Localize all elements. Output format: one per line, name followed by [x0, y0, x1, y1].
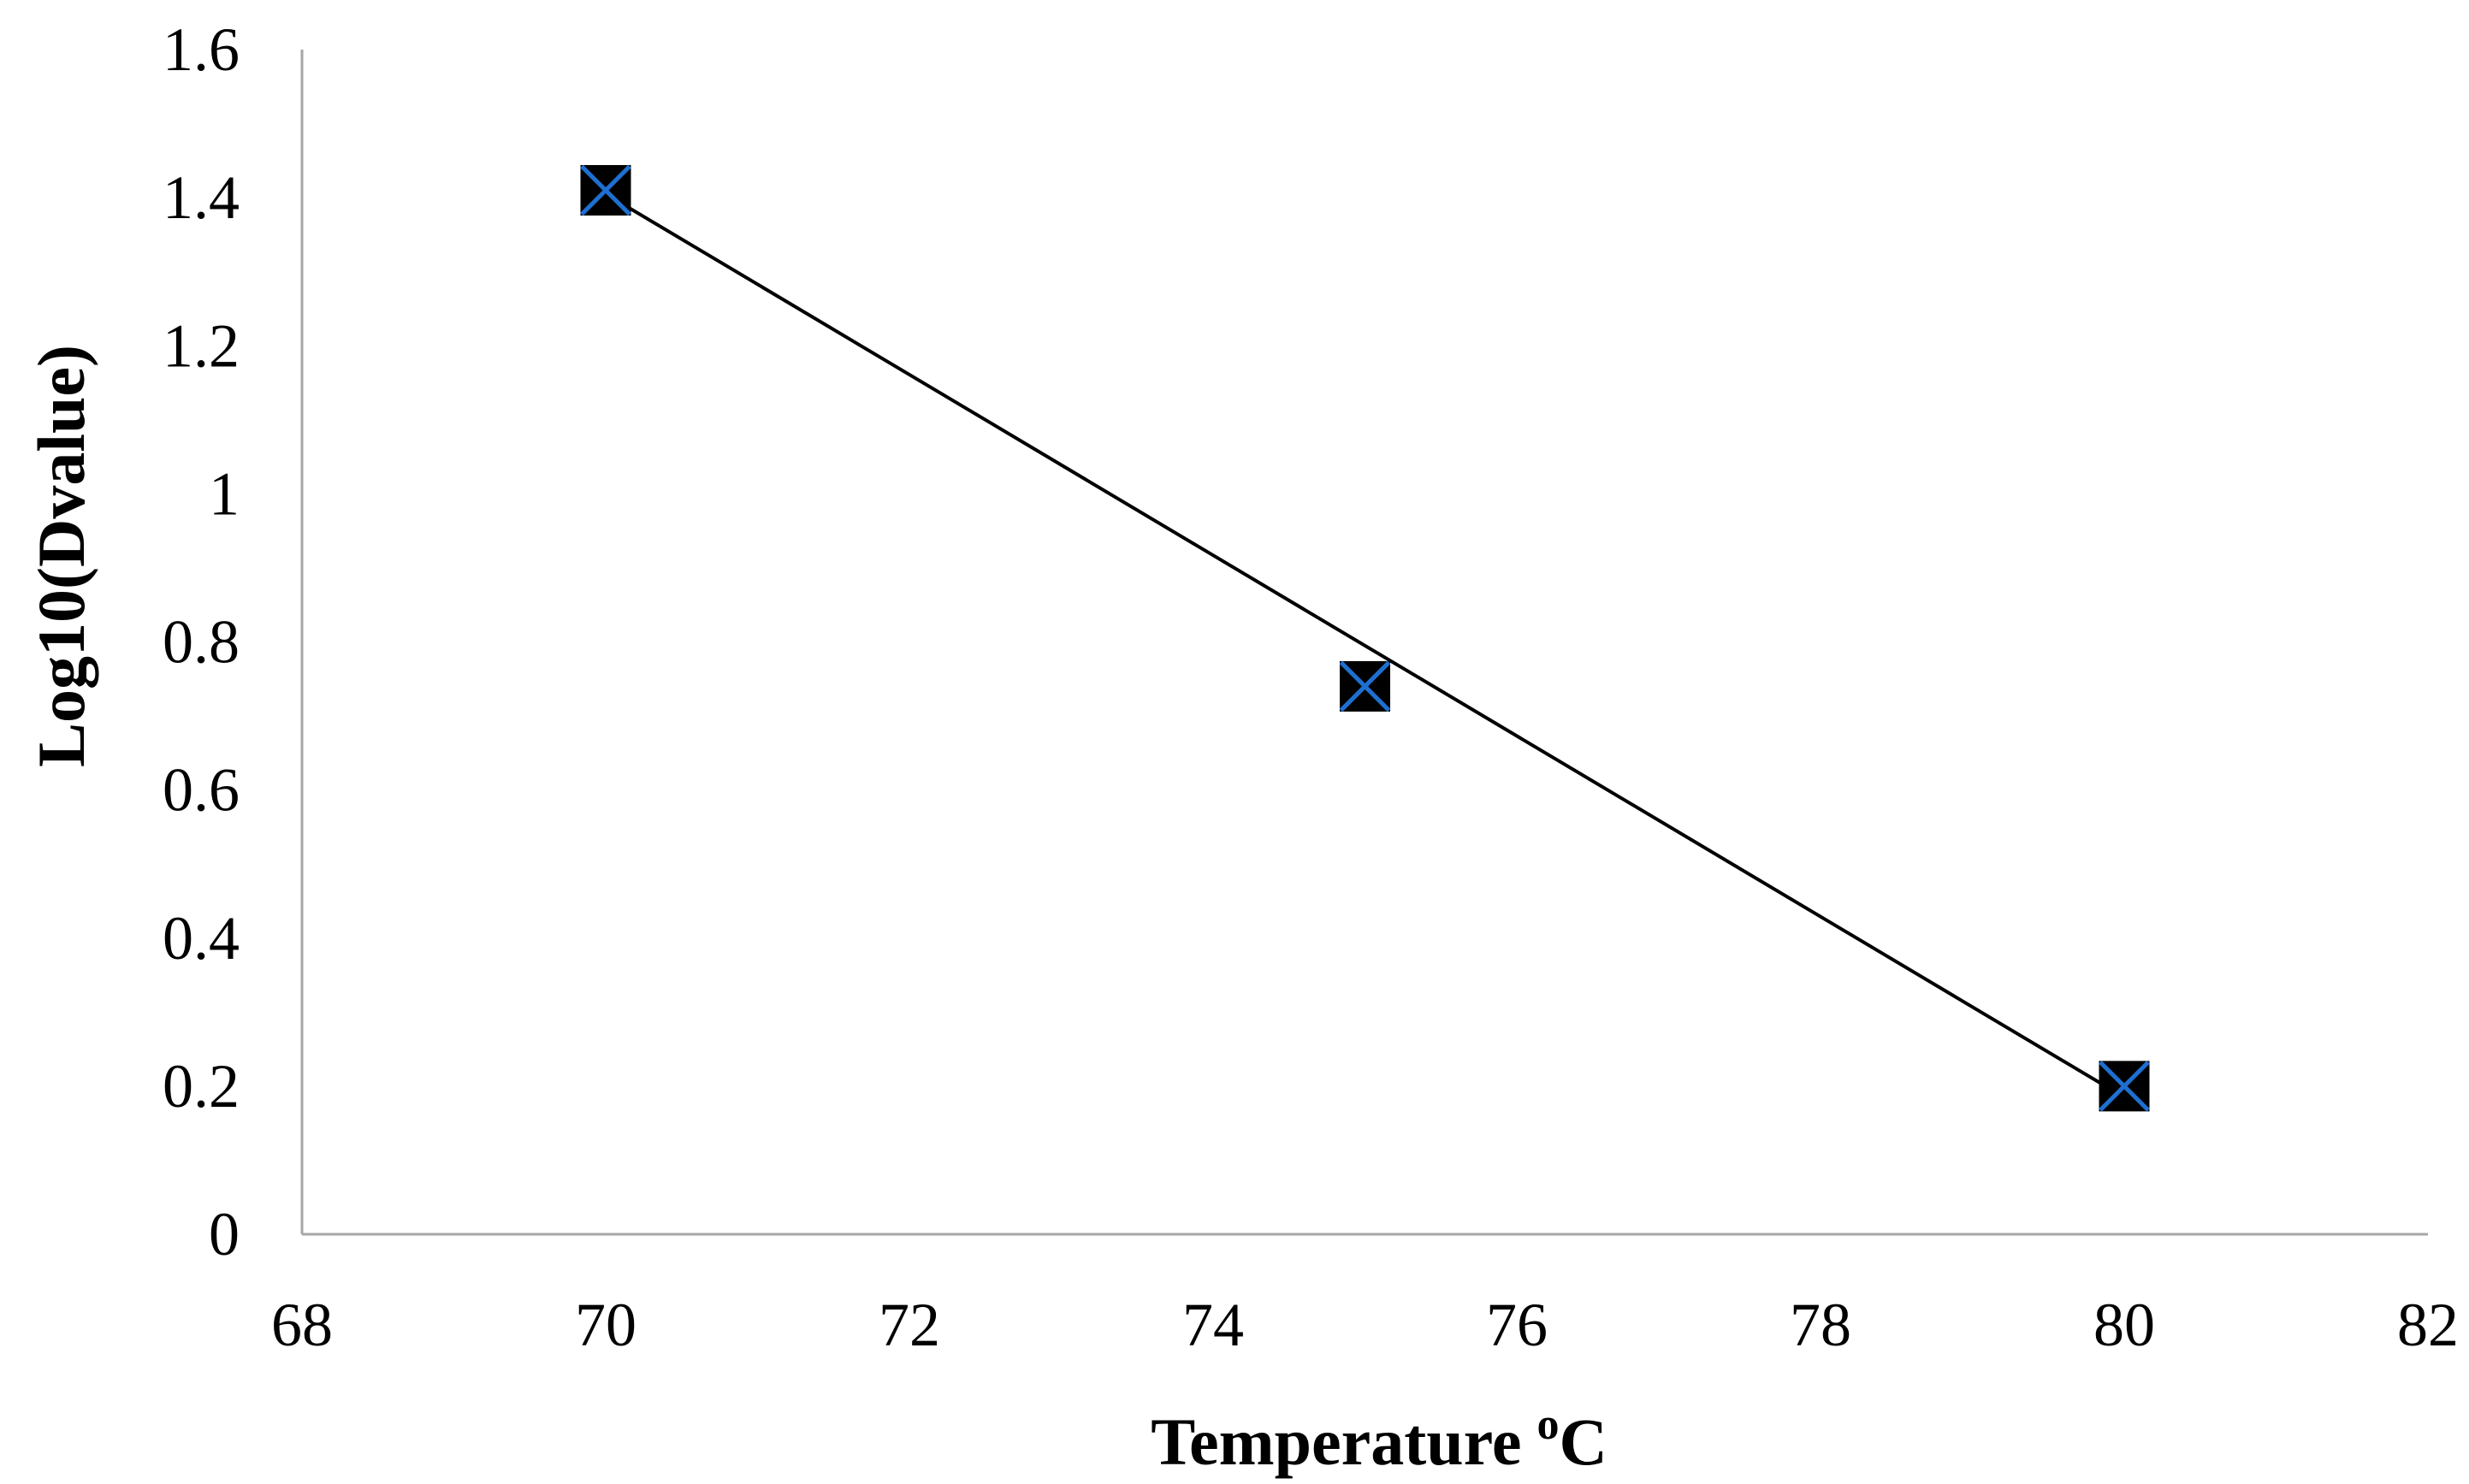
y-tick-label: 0.8	[163, 608, 240, 677]
x-tick-label: 68	[271, 1291, 333, 1359]
data-point	[580, 164, 631, 216]
data-point-cross	[580, 164, 631, 216]
data-points	[580, 164, 2150, 1112]
y-tick-labels: 0 0.2 0.4 0.6 0.8 1 1.2 1.4 1.6	[163, 15, 240, 1268]
x-axis-title-superscript: o	[1536, 1400, 1559, 1449]
x-tick-label: 76	[1486, 1291, 1548, 1359]
x-tick-label: 74	[1182, 1291, 1244, 1359]
y-tick-label: 0.6	[163, 756, 240, 825]
trendline	[604, 192, 2126, 1099]
data-point	[1339, 660, 1391, 712]
data-point-cross	[2099, 1061, 2150, 1112]
x-tick-label: 80	[2093, 1291, 2155, 1359]
x-tick-label: 70	[575, 1291, 636, 1359]
y-tick-label: 0.2	[163, 1052, 240, 1120]
x-tick-label: 82	[2397, 1291, 2459, 1359]
x-axis-title-label: Temperature	[1151, 1404, 1521, 1479]
y-tick-label: 1.6	[163, 15, 240, 84]
y-tick-label: 0.4	[163, 904, 240, 973]
y-tick-label: 1.2	[163, 311, 240, 380]
x-tick-label: 78	[1790, 1291, 1851, 1359]
y-tick-label: 0	[209, 1200, 240, 1268]
data-point-cross	[1339, 660, 1391, 712]
y-tick-label: 1.4	[163, 163, 240, 232]
y-tick-label: 1	[209, 459, 240, 528]
axes	[300, 50, 2428, 1236]
trendline-group	[604, 192, 2126, 1099]
y-axis-title: Log10(Dvalue)	[24, 345, 98, 767]
x-axis-title-unit: C	[1559, 1404, 1607, 1479]
x-tick-labels: 68 70 72 74 76 78 80 82	[271, 1291, 2459, 1359]
x-tick-label: 72	[879, 1291, 940, 1359]
x-axis-title: Temperature oC	[1151, 1400, 1608, 1479]
data-point	[2099, 1061, 2150, 1112]
